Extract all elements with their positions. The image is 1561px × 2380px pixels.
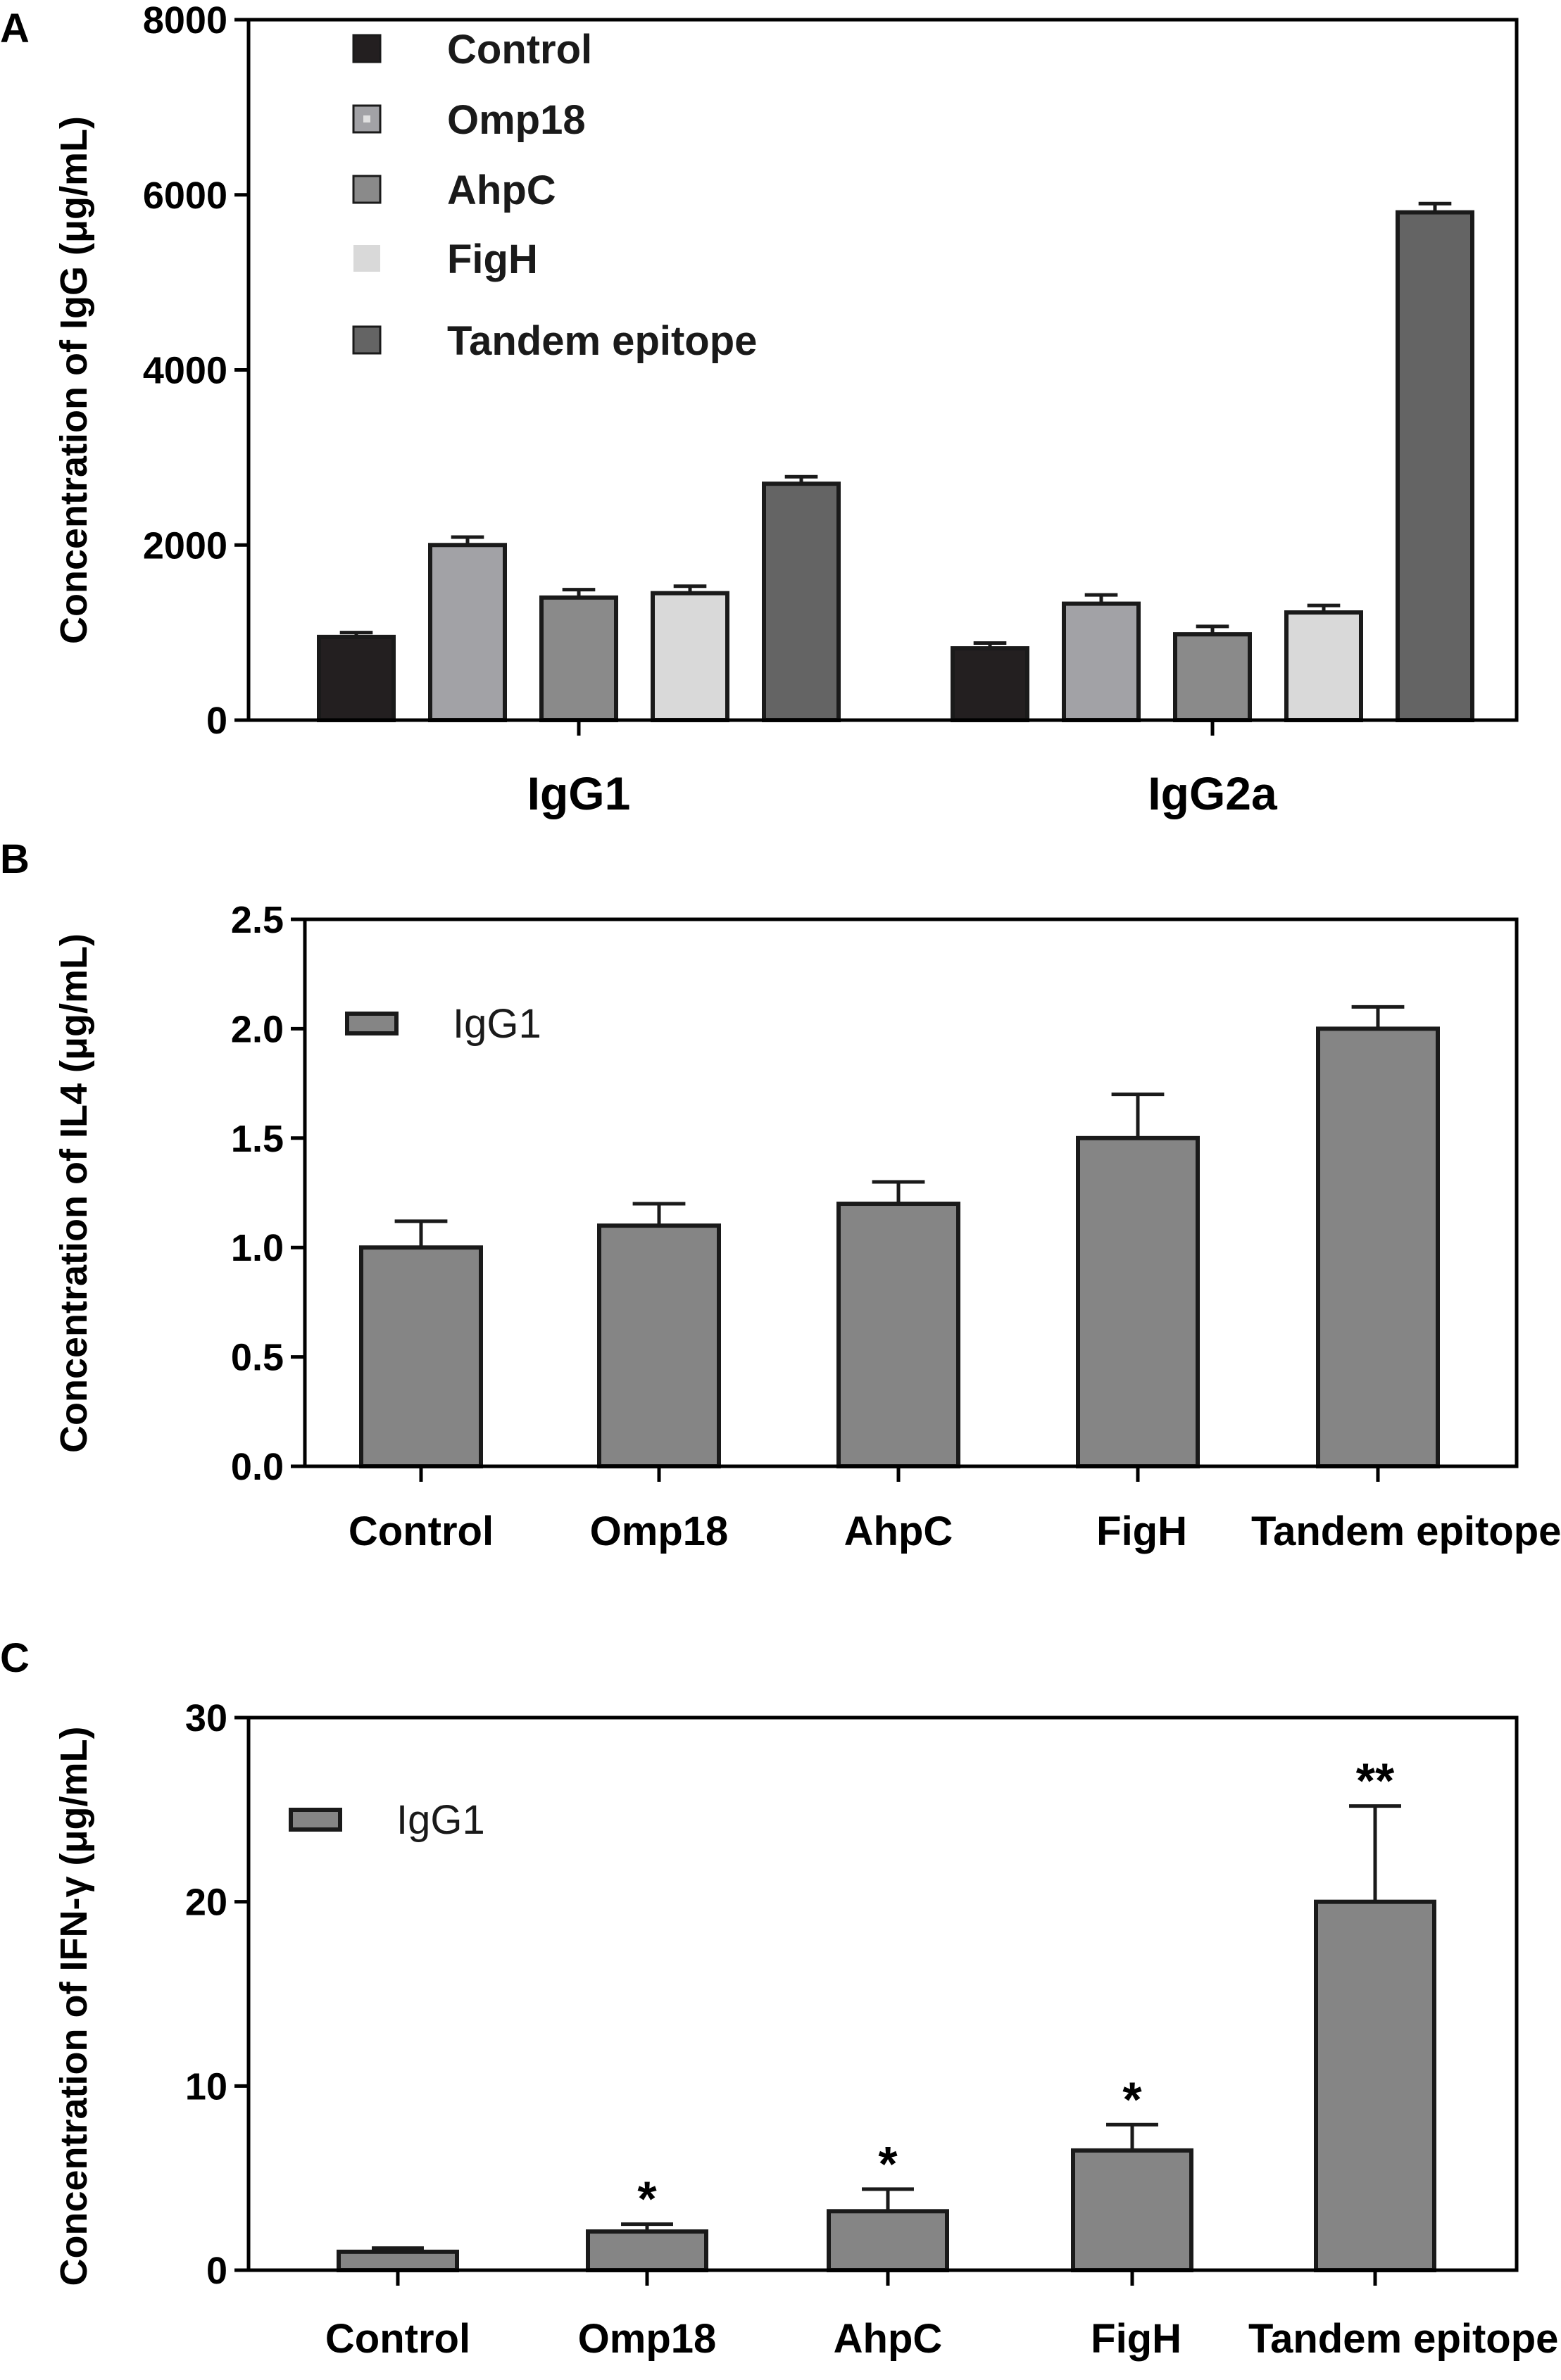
y-tick-label: 4000 bbox=[143, 350, 227, 392]
panel-c-plot-frame bbox=[246, 1715, 1519, 2272]
bar bbox=[586, 2229, 708, 2273]
y-tick-label: 6000 bbox=[143, 175, 227, 217]
legend-label: IgG1 bbox=[453, 1001, 541, 1047]
bar bbox=[1396, 210, 1474, 722]
bar bbox=[1284, 610, 1363, 722]
legend-label: IgG1 bbox=[396, 1797, 485, 1843]
x-category-label: Control bbox=[325, 2316, 470, 2362]
legend-label: Omp18 bbox=[447, 97, 586, 143]
legend-swatch bbox=[289, 1808, 342, 1832]
bar bbox=[597, 1223, 721, 1468]
bar bbox=[337, 2249, 459, 2272]
bar bbox=[539, 595, 618, 722]
significance-marker: * bbox=[878, 2136, 898, 2191]
legend-label: Tandem epitope bbox=[447, 318, 757, 364]
y-tick-label: 2000 bbox=[143, 524, 227, 567]
panel-b-ylabel: Concentration of IL4 (μg/mL) bbox=[53, 933, 95, 1453]
y-tick-label: 1.0 bbox=[231, 1227, 284, 1269]
panel-c-ylabel: Concentration of IFN-γ (μg/mL) bbox=[53, 1727, 95, 2286]
x-category-label: AhpC bbox=[844, 1509, 953, 1554]
legend-label: FigH bbox=[447, 237, 538, 282]
x-category-label: IgG1 bbox=[527, 767, 631, 819]
panel-a-ylabel: Concentration of IgG (μg/mL) bbox=[53, 116, 95, 644]
x-category-label: FigH bbox=[1091, 2316, 1181, 2362]
panel-b-label: B bbox=[0, 836, 30, 882]
bar bbox=[1314, 1899, 1436, 2273]
x-category-label: Omp18 bbox=[590, 1509, 729, 1554]
bar bbox=[1076, 1135, 1200, 1469]
panel-b-plot-frame bbox=[303, 917, 1519, 1468]
legend-swatch-dot bbox=[363, 115, 370, 122]
panel-b-chart: B Concentration of IL4 (μg/mL) 0.0 0.5 1.0… bbox=[0, 836, 1561, 1554]
x-category-label: Tandem epitope bbox=[1251, 1509, 1561, 1554]
y-tick-label: 8000 bbox=[143, 0, 227, 42]
y-tick-label: 30 bbox=[185, 1697, 227, 1739]
legend-swatch bbox=[352, 325, 382, 355]
x-category-label: Tandem epitope bbox=[1248, 2316, 1558, 2362]
significance-marker: * bbox=[637, 2172, 657, 2227]
y-tick-label: 0.0 bbox=[231, 1446, 284, 1488]
bar bbox=[317, 634, 396, 722]
y-tick-label: 0 bbox=[206, 700, 227, 742]
y-tick-label: 1.5 bbox=[231, 1118, 284, 1160]
legend-swatch bbox=[352, 175, 382, 204]
y-tick-label: 2.5 bbox=[231, 899, 284, 941]
x-category-label: Control bbox=[349, 1509, 494, 1554]
bar bbox=[1173, 632, 1252, 722]
legend-swatch bbox=[353, 245, 380, 272]
legend-swatch bbox=[352, 34, 382, 63]
bar bbox=[428, 543, 507, 722]
bar bbox=[836, 1202, 960, 1469]
x-category-label: FigH bbox=[1096, 1509, 1187, 1554]
significance-marker: * bbox=[1122, 2072, 1142, 2127]
legend-label: AhpC bbox=[447, 168, 556, 213]
y-tick-label: 10 bbox=[185, 2065, 227, 2108]
bar bbox=[1316, 1026, 1440, 1468]
panel-a-chart: A Concentration of IgG (μg/mL) 0 2000 4000… bbox=[0, 0, 1519, 819]
panel-a-label: A bbox=[0, 6, 30, 51]
panel-a-plot-frame bbox=[246, 18, 1519, 722]
legend-swatch bbox=[345, 1012, 399, 1035]
x-category-label: Omp18 bbox=[578, 2316, 717, 2362]
bar bbox=[951, 646, 1029, 723]
y-tick-label: 2.0 bbox=[231, 1008, 284, 1050]
legend-label: Control bbox=[447, 27, 592, 73]
y-tick-label: 20 bbox=[185, 1882, 227, 1924]
y-tick-label: 0.5 bbox=[231, 1337, 284, 1379]
bar bbox=[1071, 2148, 1193, 2273]
y-tick-label: 0 bbox=[206, 2250, 227, 2292]
bar bbox=[827, 2209, 949, 2272]
bar bbox=[651, 591, 729, 722]
bar bbox=[1062, 601, 1141, 722]
significance-marker: ** bbox=[1356, 1753, 1395, 1808]
bar bbox=[762, 481, 841, 722]
panel-c-chart: C Concentration of IFN-γ (μg/mL) 0 10 20 30… bbox=[0, 1635, 1558, 2362]
bar bbox=[359, 1245, 483, 1468]
x-category-label: AhpC bbox=[834, 2316, 943, 2362]
panel-c-label: C bbox=[0, 1635, 30, 1681]
x-category-label: IgG2a bbox=[1148, 767, 1278, 819]
